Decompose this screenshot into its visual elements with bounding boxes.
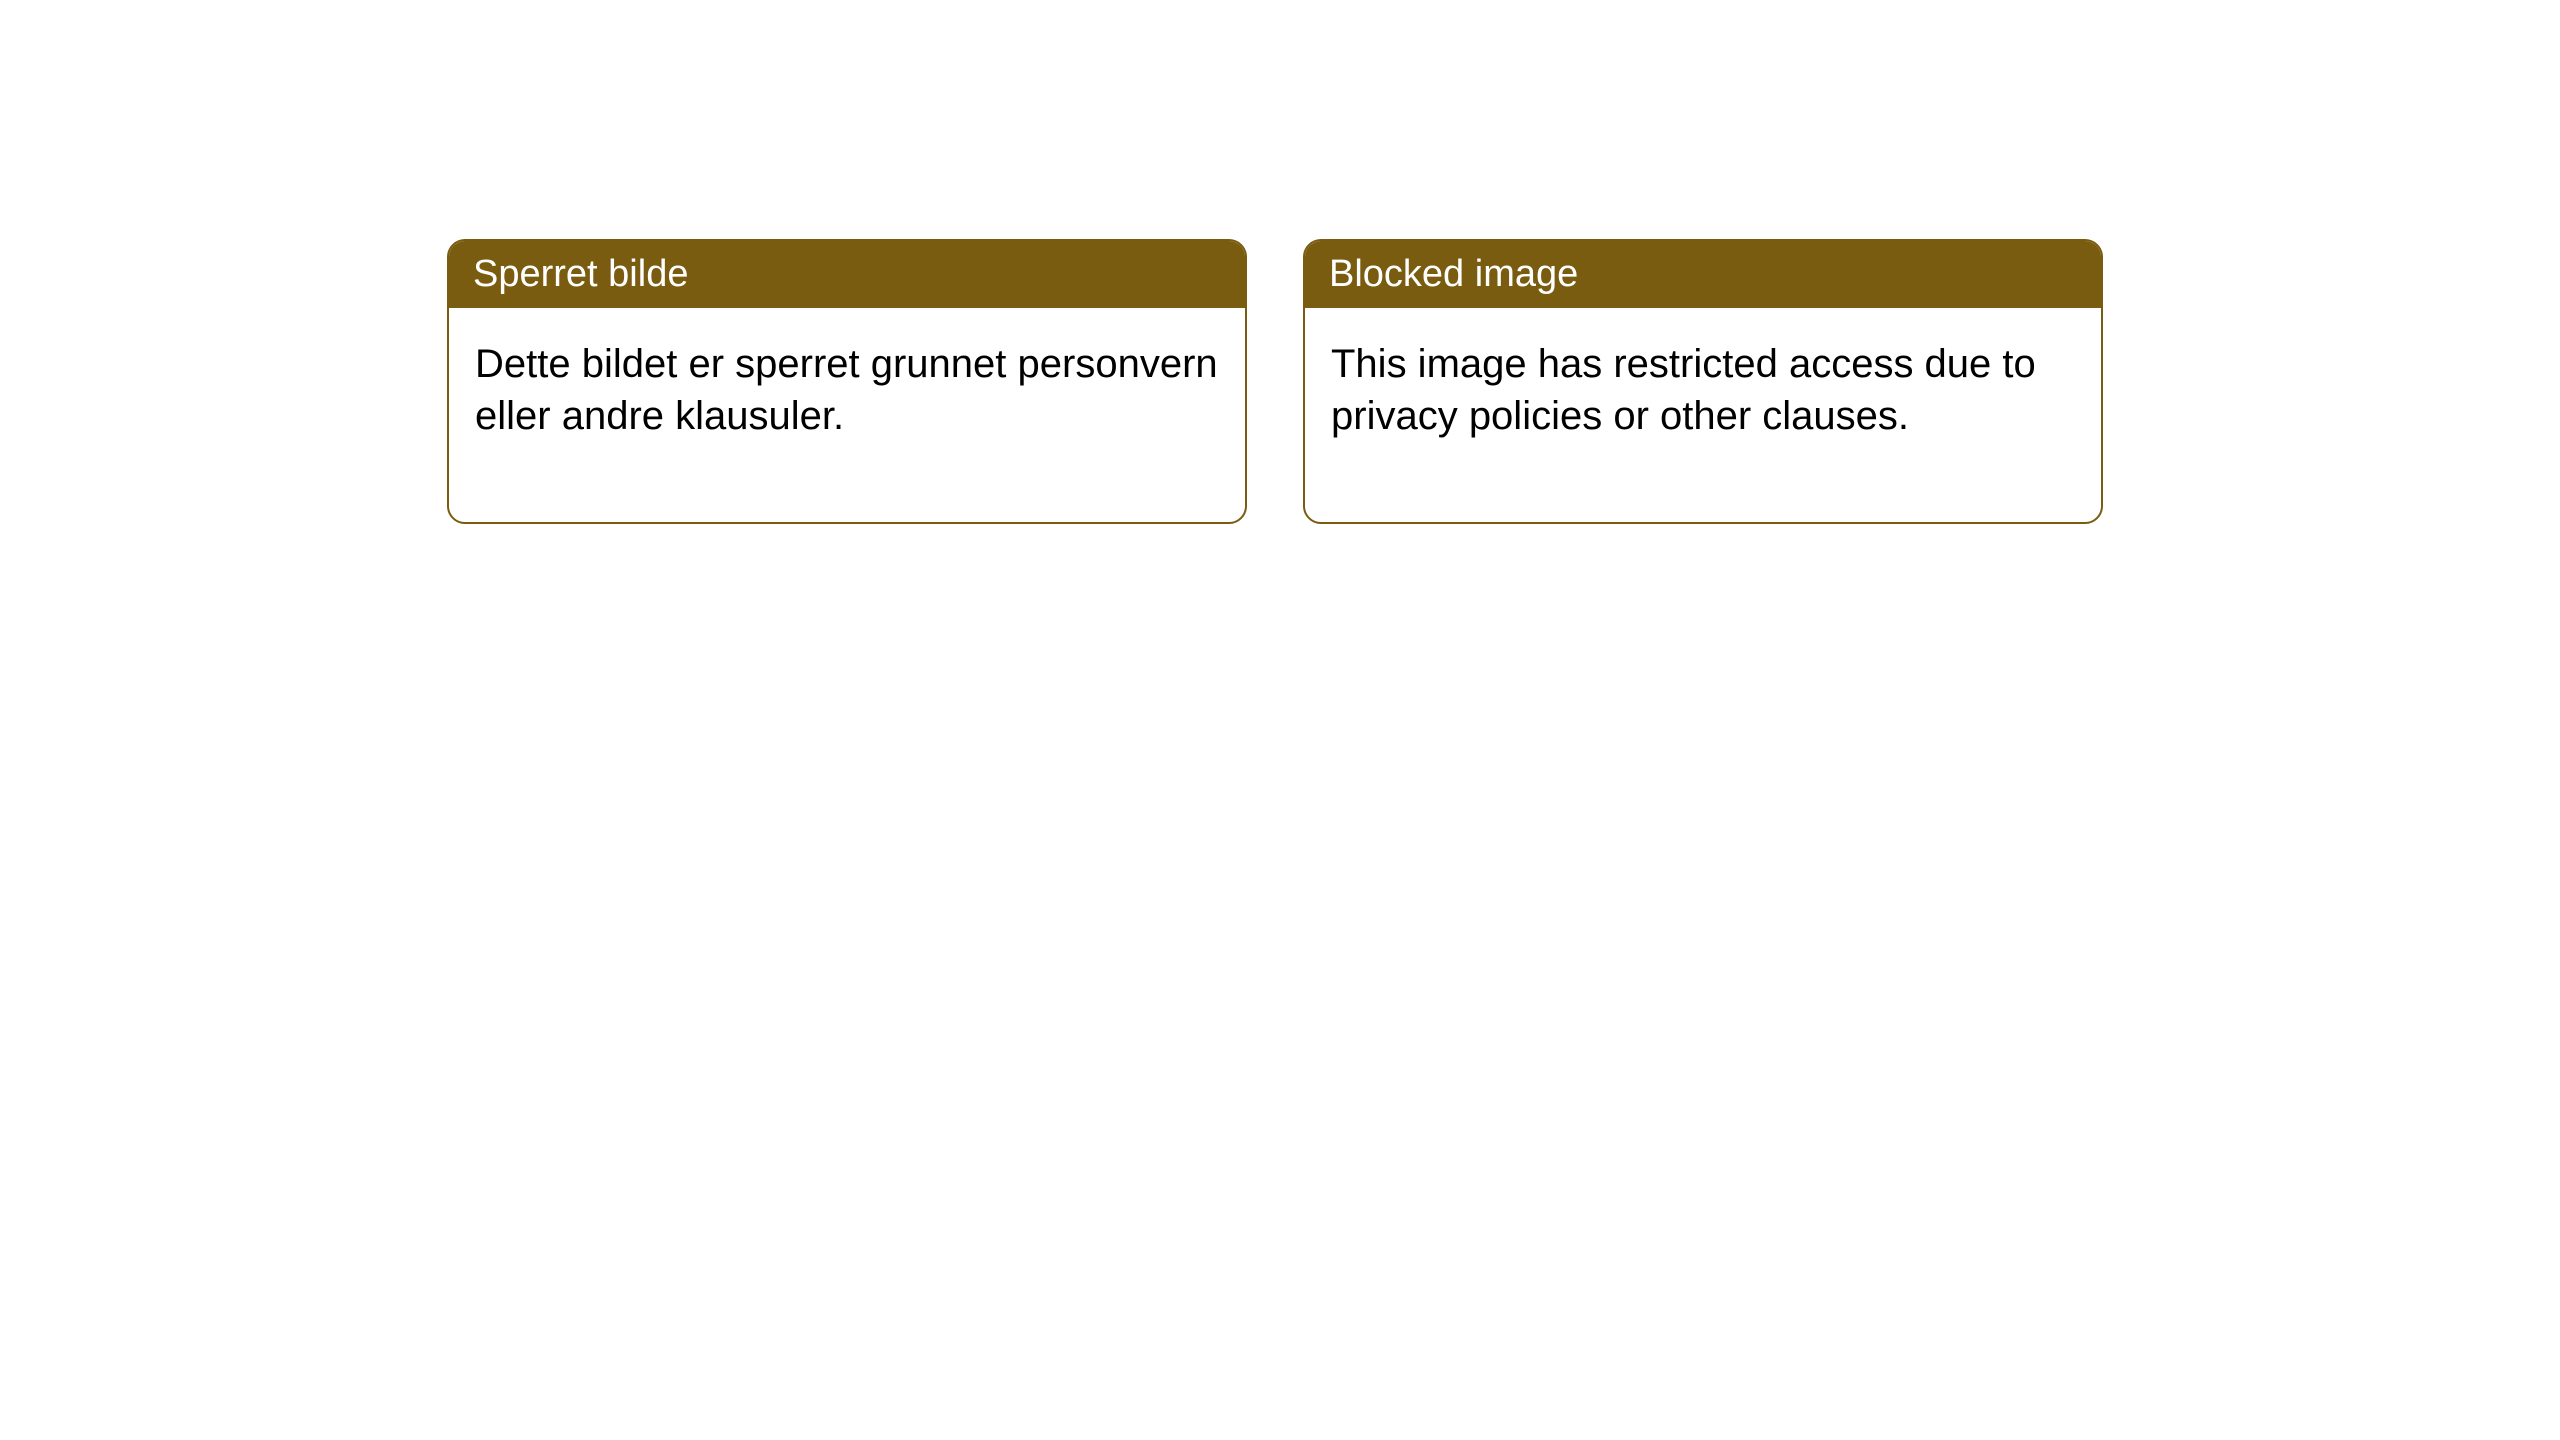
- notice-card-norwegian: Sperret bilde Dette bildet er sperret gr…: [447, 239, 1247, 524]
- notice-container: Sperret bilde Dette bildet er sperret gr…: [447, 239, 2103, 524]
- notice-title-norwegian: Sperret bilde: [449, 241, 1245, 308]
- notice-body-norwegian: Dette bildet er sperret grunnet personve…: [449, 308, 1245, 522]
- notice-title-english: Blocked image: [1305, 241, 2101, 308]
- notice-card-english: Blocked image This image has restricted …: [1303, 239, 2103, 524]
- notice-body-english: This image has restricted access due to …: [1305, 308, 2101, 522]
